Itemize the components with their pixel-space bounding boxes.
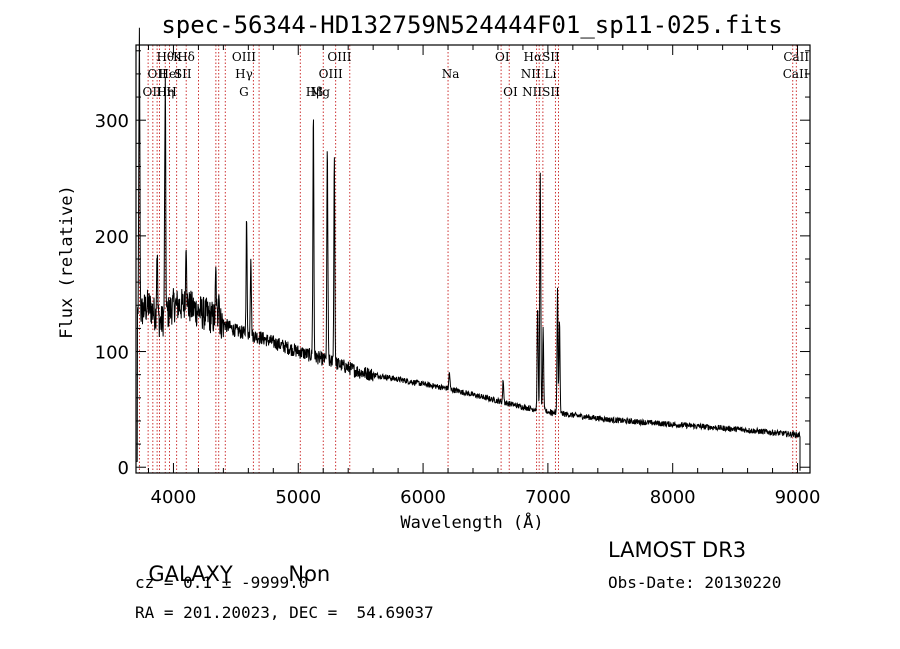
marker-label: OI (503, 85, 518, 99)
y-tick-label: 200 (95, 227, 129, 248)
y-tick-label: 100 (95, 343, 129, 364)
marker-label: NII Li (521, 67, 557, 81)
object-class: GALAXY (135, 538, 233, 586)
x-tick-label: 9000 (775, 487, 821, 508)
x-tick-label: 4000 (151, 487, 197, 508)
x-axis-ticks: 4000 5000 6000 7000 8000 9000 (147, 45, 821, 508)
marker-label: NIISII (522, 85, 560, 99)
survey-name: LAMOST DR3 (608, 538, 747, 562)
object-subclass-value: Non (288, 562, 331, 586)
marker-label: OI (495, 50, 510, 64)
object-subclass: Non (275, 538, 330, 586)
marker-label: Hγ (235, 67, 253, 81)
marker-lines (138, 45, 797, 473)
marker-label: Na (442, 67, 460, 81)
marker-label: Hδ (177, 50, 195, 64)
redshift-text: cz = 0.1 ± -9999.0 (135, 573, 309, 592)
marker-label: G (239, 85, 249, 99)
marker-label: OIII (319, 67, 343, 81)
marker-label: CaII (783, 67, 809, 81)
marker-label: CaII (783, 50, 809, 64)
y-tick-label: 0 (118, 458, 129, 479)
marker-label: H (166, 85, 176, 99)
marker-label: OIII (232, 50, 256, 64)
marker-label: SII (174, 67, 192, 81)
object-class-value: GALAXY (148, 562, 233, 586)
x-tick-label: 5000 (275, 487, 321, 508)
y-axis-label: Flux (relative) (57, 185, 77, 339)
marker-label: Hβ (306, 85, 323, 99)
marker-label: OII (148, 67, 168, 81)
y-tick-label: 300 (95, 111, 129, 132)
coordinates-text: RA = 201.20023, DEC = 54.69037 (135, 603, 434, 622)
chart-title: spec-56344-HD132759N524444F01_sp11-025.f… (161, 11, 782, 39)
marker-label: OIII (327, 50, 351, 64)
marker-labels: HθKHδOIIHeISIIOIIHηHOIIIHγGOIIIOIIIHβMgN… (143, 50, 810, 99)
marker-label: Mg (310, 85, 330, 99)
marker-label: HeI (159, 67, 182, 81)
y-axis-ticks: 0 100 200 300 (95, 50, 810, 479)
x-tick-label: 7000 (525, 487, 571, 508)
spectrum-line (136, 27, 801, 471)
obs-date: Obs-Date: 20130220 (608, 573, 782, 592)
marker-label: HαSII (524, 50, 561, 64)
marker-label: K (173, 50, 183, 64)
marker-label: OII (143, 85, 163, 99)
x-tick-label: 6000 (400, 487, 446, 508)
plot-frame (135, 44, 811, 474)
x-tick-label: 8000 (650, 487, 696, 508)
x-axis-label: Wavelength (Å) (400, 511, 543, 533)
marker-label: Hθ (156, 50, 174, 64)
